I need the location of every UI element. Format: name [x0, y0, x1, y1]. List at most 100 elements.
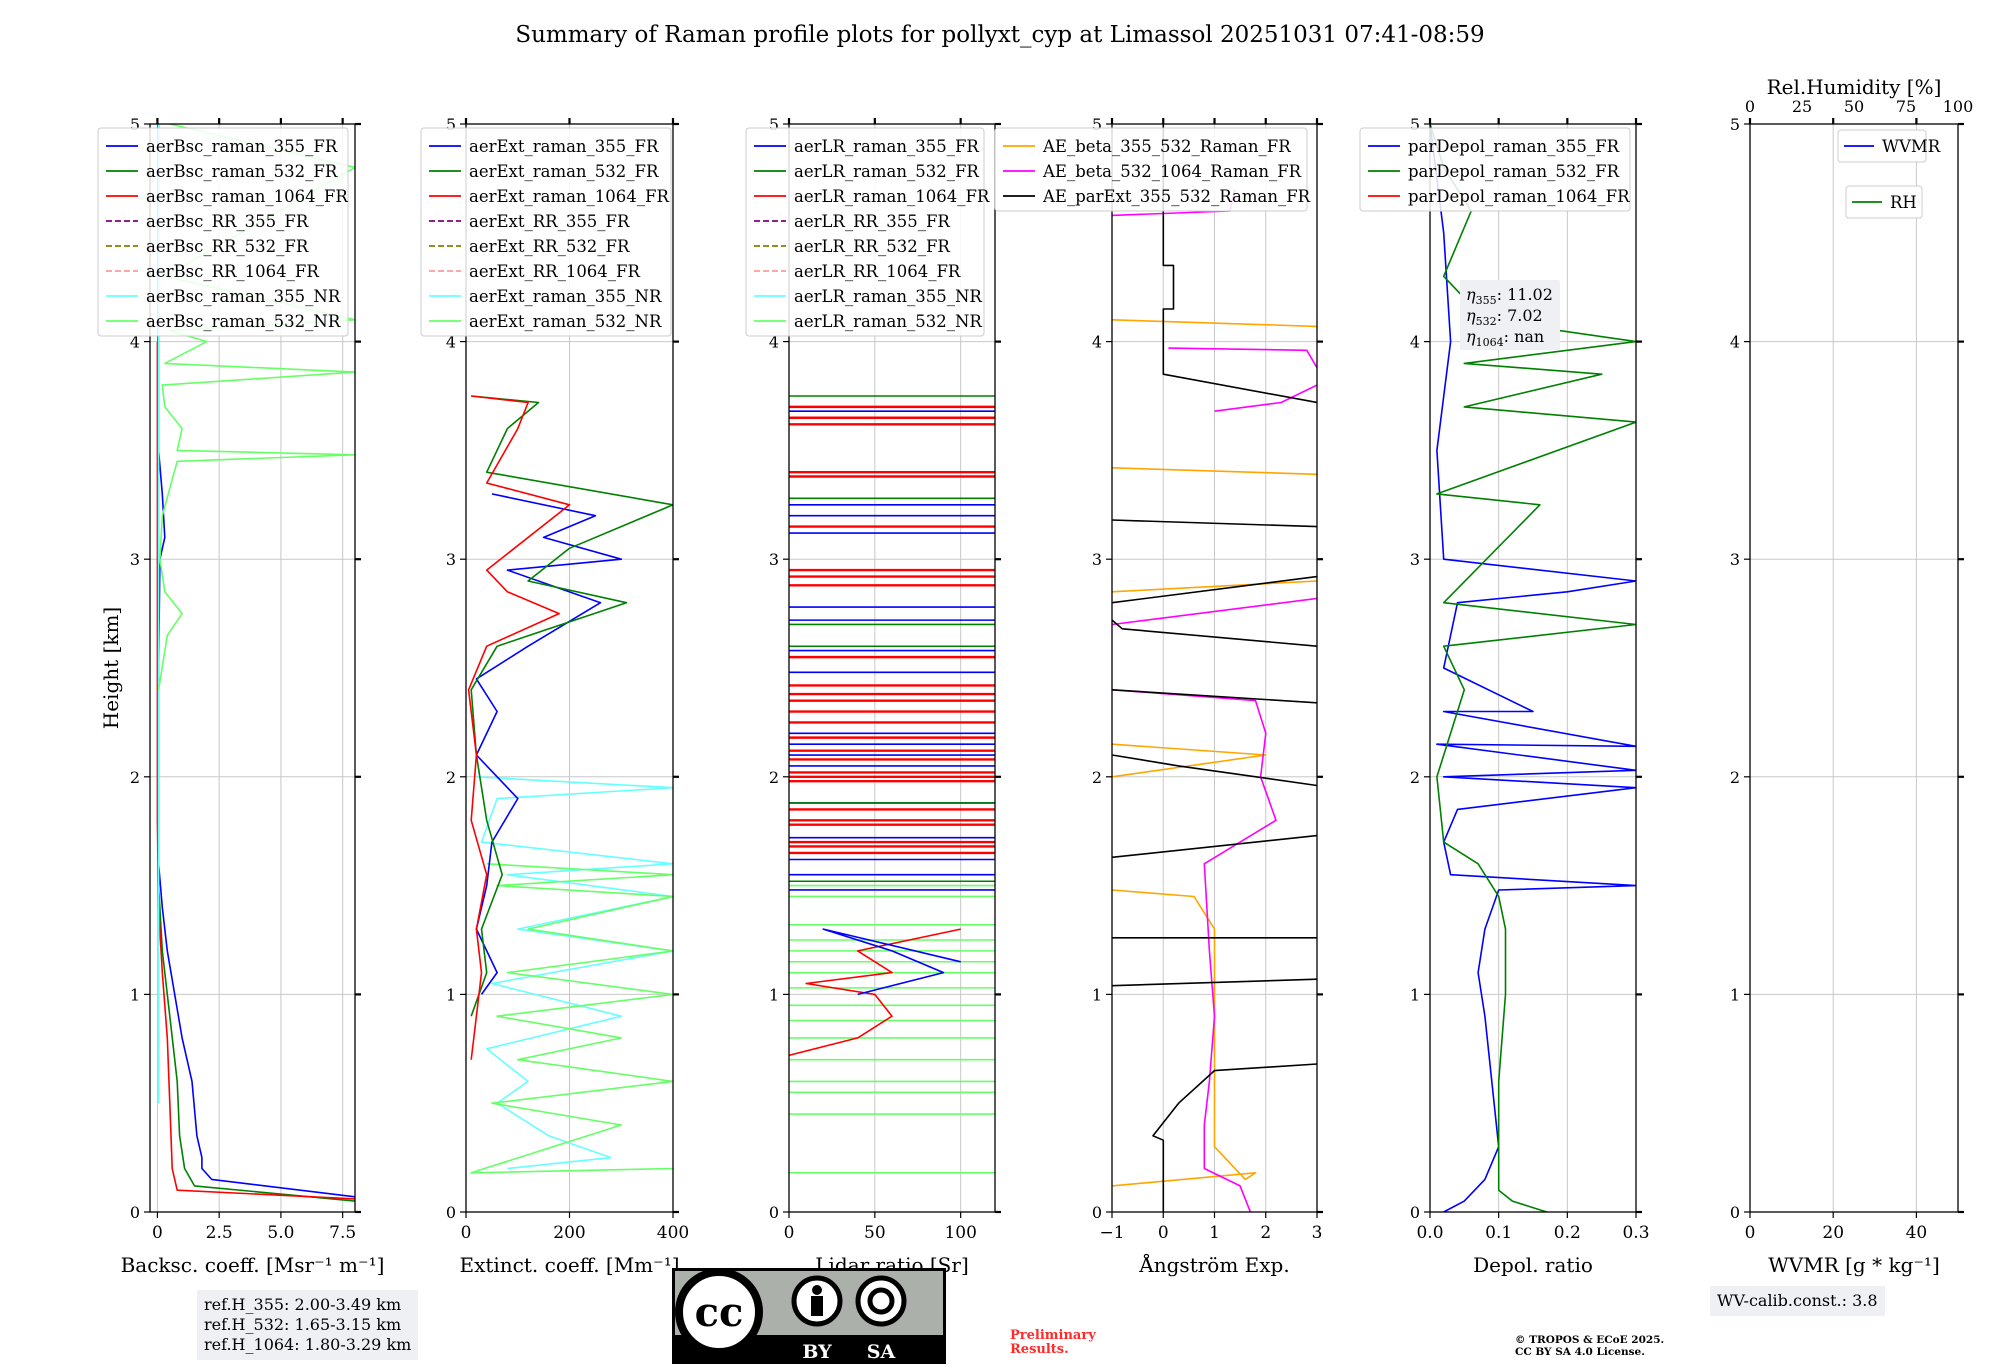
series-AE_parExt_355_532_Raman_FR — [1112, 619, 1317, 647]
legend-label: aerExt_RR_532_FR — [469, 237, 630, 256]
series-aerBsc_raman_1064_FR — [156, 341, 355, 1200]
y-axis-label: Height [km] — [99, 607, 123, 729]
top-tick-label: 0 — [1745, 97, 1755, 116]
y-tick-label: 1 — [446, 985, 456, 1004]
x-tick-label: 100 — [944, 1223, 976, 1243]
copyright-line-2: CC BY SA 4.0 License. — [1515, 1346, 1645, 1358]
legend-label: parDepol_raman_1064_FR — [1408, 187, 1630, 206]
y-tick-label: 0 — [1092, 1203, 1102, 1222]
y-tick-label: 2 — [1730, 768, 1740, 787]
legend-label: aerExt_RR_355_FR — [469, 212, 630, 231]
panel-bsc: 0 1 2 3 4 5 0 2.5 5.0 7.5 Backsc. coeff. [Msr⁻¹ m⁻… — [97, 115, 384, 1277]
y-tick-label: 5 — [769, 115, 779, 134]
series-aerBsc_raman_355_FR — [157, 124, 355, 1198]
x-axis-label: Depol. ratio — [1473, 1253, 1593, 1277]
x-tick-label: 3 — [1312, 1223, 1323, 1243]
series-AE_parExt_355_532_Raman_FR — [1162, 124, 1317, 404]
panel-depol: 0 1 2 3 4 5 0.0 0.1 0.2 0.3 Depol. ratio parDepol_r… — [1359, 115, 1650, 1277]
y-tick-label: 2 — [130, 768, 140, 787]
series-AE_parExt_355_532_Raman_FR — [1112, 978, 1317, 987]
y-tick-label: 1 — [1092, 985, 1102, 1004]
legend: parDepol_raman_355_FR parDepol_raman_532_… — [1359, 127, 1631, 212]
legend-label: parDepol_raman_532_FR — [1408, 162, 1620, 181]
x-axis-label: Ångström Exp. — [1138, 1252, 1289, 1277]
y-tick-label: 5 — [1092, 115, 1102, 134]
cc-logo-text: cc — [695, 1289, 744, 1336]
series-AE_beta_532_1064_Raman_FR — [1214, 384, 1317, 412]
top-tick-label: 75 — [1896, 97, 1916, 116]
y-tick-label: 2 — [769, 768, 779, 787]
y-tick-label: 5 — [1730, 115, 1740, 134]
x-tick-label: 2.5 — [206, 1223, 233, 1243]
legend-box — [1845, 185, 1923, 219]
legend-label: aerBsc_raman_532_FR — [146, 162, 338, 181]
legend-label: aerLR_raman_355_NR — [794, 287, 982, 306]
series-AE_beta_532_1064_Raman_FR — [1112, 689, 1277, 1212]
legend-label: aerExt_raman_355_NR — [469, 287, 662, 306]
y-tick-label: 3 — [130, 550, 140, 569]
series-AE_parExt_355_532_Raman_FR — [1112, 519, 1317, 528]
x-tick-label: 200 — [553, 1223, 585, 1243]
legend-label: aerLR_raman_355_FR — [794, 137, 979, 156]
ref-height-532: ref.H_532: 1.65-3.15 km — [204, 1315, 402, 1334]
series-group — [1112, 124, 1317, 1212]
y-tick-label: 2 — [446, 768, 456, 787]
x-tick-label: 0.3 — [1622, 1223, 1649, 1243]
ref-height-355: ref.H_355: 2.00-3.49 km — [204, 1295, 402, 1314]
legend: aerLR_raman_355_FR aerLR_raman_532_FR aerL… — [745, 127, 990, 337]
annotation-box — [1460, 280, 1560, 350]
x-tick-label: 0.2 — [1554, 1223, 1581, 1243]
y-tick-label: 5 — [130, 115, 140, 134]
y-tick-label: 3 — [769, 550, 779, 569]
x-tick-label: −1 — [1099, 1223, 1124, 1243]
legend-label: parDepol_raman_355_FR — [1408, 137, 1620, 156]
series-AE_parExt_355_532_Raman_FR — [1112, 689, 1317, 704]
legend-box — [1359, 127, 1631, 212]
series-parDepol_raman_355_FR — [1430, 124, 1636, 1212]
legend-label: aerLR_RR_1064_FR — [794, 262, 961, 281]
legend-label: aerExt_raman_532_NR — [469, 312, 662, 331]
plot-frame — [149, 123, 356, 1213]
y-tick-label: 2 — [1410, 768, 1420, 787]
top-tick-label: 50 — [1844, 97, 1864, 116]
x-tick-label: 400 — [657, 1223, 689, 1243]
x-tick-label: 0.1 — [1485, 1223, 1512, 1243]
legend-label: aerLR_RR_532_FR — [794, 237, 950, 256]
legend-label: aerExt_raman_1064_FR — [469, 187, 669, 206]
series-AE_beta_355_532_Raman_FR — [1112, 889, 1257, 1187]
series-group — [467, 395, 673, 1174]
preliminary-line-2: Results. — [1010, 1342, 1069, 1357]
series-aerExt_raman_355_NR — [476, 776, 673, 1170]
cc-logo-icon — [675, 1268, 763, 1356]
ref-height-1064: ref.H_1064: 1.80-3.29 km — [204, 1335, 412, 1354]
legend-label: WVMR — [1882, 137, 1941, 156]
legend-label: aerLR_raman_532_NR — [794, 312, 982, 331]
legend-label: AE_parExt_355_532_Raman_FR — [1042, 187, 1311, 206]
copyright-note: © TROPOS & ECoE 2025. CC BY SA 4.0 Licen… — [1515, 1334, 1664, 1358]
x-tick-label: 50 — [864, 1223, 886, 1243]
series-AE_parExt_355_532_Raman_FR — [1112, 754, 1317, 787]
series-AE_parExt_355_532_Raman_FR — [1112, 834, 1317, 859]
series-group — [789, 928, 961, 1057]
x-tick-label: 2 — [1260, 1223, 1271, 1243]
reference-height-box: ref.H_355: 2.00-3.49 km ref.H_532: 1.65-… — [197, 1290, 419, 1360]
legend-label: RH — [1890, 193, 1917, 212]
eta-532: η532: 7.02 — [1466, 306, 1543, 328]
y-tick-label: 1 — [1410, 985, 1420, 1004]
x-tick-label: 0 — [152, 1223, 163, 1243]
series-aerExt_raman_532_FR — [470, 395, 673, 1017]
y-tick-label: 1 — [130, 985, 140, 1004]
legend-label: aerBsc_RR_1064_FR — [146, 262, 319, 281]
legend-box — [745, 127, 985, 337]
y-tick-label: 3 — [1092, 550, 1102, 569]
x-tick-label: 0.0 — [1416, 1223, 1443, 1243]
y-tick-label: 4 — [1730, 333, 1740, 352]
cc-by-sa-badge: cc BY SA — [672, 1268, 946, 1364]
y-tick-label: 4 — [446, 333, 456, 352]
legend-box — [97, 127, 349, 337]
legend: WVMR RH — [1837, 129, 1941, 219]
badge-sa-label: SA — [867, 1341, 896, 1363]
